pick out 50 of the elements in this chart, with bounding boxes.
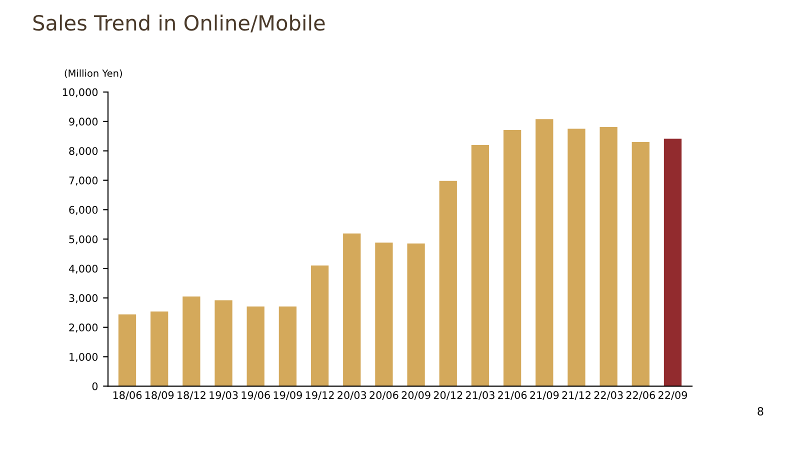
x-tick-label: 21/12 xyxy=(562,391,590,400)
text: 8 xyxy=(758,407,764,416)
x-tick-label: 21/09 xyxy=(530,391,559,400)
x-tick-label: 19/09 xyxy=(274,391,302,400)
x-tick-label: 18/12 xyxy=(178,391,206,400)
bar xyxy=(343,234,361,386)
x-tick-label: 20/03 xyxy=(338,391,366,400)
y-tick-label: 2,000 xyxy=(69,324,98,332)
x-tick-label: 19/06 xyxy=(242,391,270,400)
y-tick-label: 10,000 xyxy=(62,88,98,98)
bar xyxy=(118,314,136,386)
bar xyxy=(503,130,522,386)
x-tick-label: 20/09 xyxy=(402,391,430,400)
y-tick-label: 0 xyxy=(92,382,98,390)
x-tick-label: 20/06 xyxy=(370,391,398,400)
bar xyxy=(600,127,618,386)
bar xyxy=(439,180,457,386)
bar xyxy=(182,296,200,386)
bar xyxy=(150,311,168,386)
bar xyxy=(471,144,490,386)
y-tick-label: 8,000 xyxy=(69,147,98,156)
x-tick-label: 22/03 xyxy=(594,391,623,400)
bar xyxy=(375,242,393,386)
y-tick-label: 9,000 xyxy=(69,118,98,127)
bar xyxy=(310,266,329,386)
y-tick-label: 5,000 xyxy=(69,235,98,244)
x-tick-label: 19/03 xyxy=(210,391,238,400)
x-tick-label: 22/06 xyxy=(626,391,656,400)
y-tick-label: 4,000 xyxy=(68,264,98,274)
y-tick-label: 3,000 xyxy=(69,294,98,304)
bar xyxy=(664,138,682,386)
y-tick-label: 6,000 xyxy=(69,206,98,215)
y-axis-title: (Million Yen) xyxy=(64,69,122,78)
y-tick-label: 1,000 xyxy=(70,352,98,362)
bar xyxy=(214,300,232,386)
bar xyxy=(568,128,586,386)
bar xyxy=(278,306,297,386)
x-tick-label: 19/12 xyxy=(306,391,334,400)
x-tick-label: 21/06 xyxy=(498,391,527,400)
bar xyxy=(246,306,264,386)
x-tick-label: 22/09 xyxy=(658,391,688,400)
bar xyxy=(536,119,554,386)
x-tick-label: 18/09 xyxy=(145,391,174,400)
y-tick-label: 7,000 xyxy=(69,176,98,186)
bar xyxy=(407,244,425,386)
x-tick-label: 21/03 xyxy=(466,391,494,400)
chart-title: Sales Trend in Online/Mobile xyxy=(33,14,325,32)
x-tick-label: 20/12 xyxy=(434,391,462,400)
x-tick-label: 18/06 xyxy=(113,391,142,400)
bar xyxy=(632,142,650,386)
